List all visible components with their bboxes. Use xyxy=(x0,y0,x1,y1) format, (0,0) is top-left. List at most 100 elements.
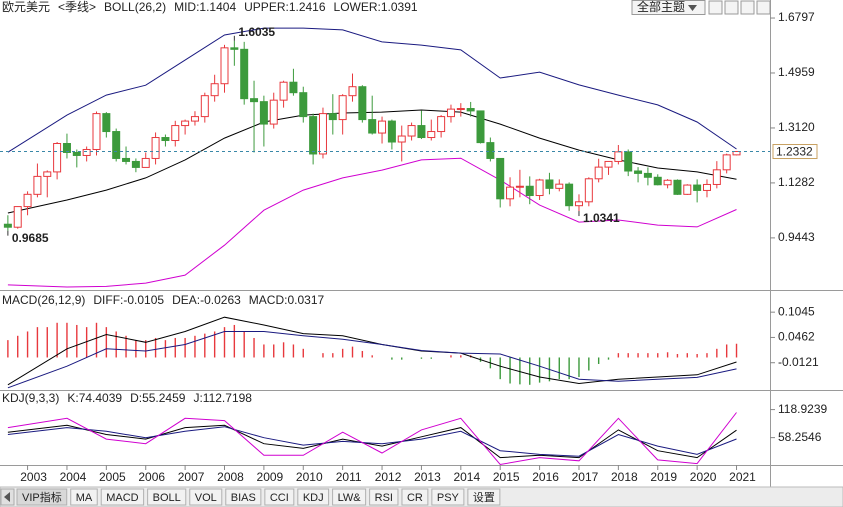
tab-label: VIP指标 xyxy=(22,490,62,504)
tab-label: CCI xyxy=(270,492,289,504)
tab[interactable]: PSY xyxy=(431,488,465,506)
y-tick-label: 118.9239 xyxy=(778,402,827,416)
tab-label: KDJ xyxy=(303,492,324,504)
candle-body xyxy=(72,151,81,156)
candle-body xyxy=(614,151,623,162)
candle-body xyxy=(122,157,131,162)
tab[interactable]: 设置 xyxy=(467,488,501,506)
legend-label: DEA:-0.0263 xyxy=(172,293,241,307)
legend-label: D:55.2459 xyxy=(130,391,186,405)
indicator-label: MACD(26,12,9) xyxy=(2,293,85,307)
legend-label: K:74.4039 xyxy=(67,391,122,405)
tab[interactable]: VIP指标 xyxy=(16,488,68,506)
x-tick-label: 2020 xyxy=(690,470,717,484)
candle-body xyxy=(456,108,465,111)
candle-body xyxy=(407,125,416,137)
indicator-label: BOLL(26,2) xyxy=(104,0,166,14)
candle-body xyxy=(141,157,150,168)
candle-body xyxy=(309,116,318,155)
last-price-label: 1.2332 xyxy=(776,145,813,159)
x-tick-label: 2012 xyxy=(375,470,402,484)
legend-label: UPPER:1.2416 xyxy=(244,0,326,14)
tab-button[interactable] xyxy=(332,488,367,506)
candle-body xyxy=(348,86,357,97)
candle-body xyxy=(289,81,298,94)
candle-body xyxy=(663,179,672,186)
dropdown-icon xyxy=(688,5,697,11)
indicator-line xyxy=(7,424,737,459)
tab[interactable]: CCI xyxy=(264,488,295,506)
candle-body xyxy=(210,83,219,97)
tab[interactable]: MACD xyxy=(100,488,145,506)
icon-button[interactable] xyxy=(708,0,723,15)
y-tick-label: 0.9443 xyxy=(778,230,815,244)
candle-body xyxy=(634,170,643,174)
tab-button[interactable] xyxy=(225,488,262,506)
candle-body xyxy=(299,92,308,118)
tab-label: LW& xyxy=(338,492,362,504)
y-tick-label: 1.3120 xyxy=(778,120,815,134)
tab-label: MA xyxy=(76,492,93,504)
tab-label: PSY xyxy=(437,492,460,504)
x-tick-label: 2015 xyxy=(493,470,520,484)
candle-body xyxy=(82,148,91,156)
candle-body xyxy=(397,135,406,143)
candle-body xyxy=(62,143,71,153)
candle-body xyxy=(702,183,711,191)
candle-body xyxy=(3,223,12,228)
x-tick-label: 2017 xyxy=(572,470,599,484)
candle-body xyxy=(13,206,22,228)
tab[interactable]: VOL xyxy=(189,488,223,506)
candle-body xyxy=(604,160,613,168)
window-icons xyxy=(708,0,771,15)
candle-body xyxy=(43,171,52,177)
icon-button[interactable] xyxy=(724,0,739,15)
candle-body xyxy=(722,154,731,171)
y-tick-label: -0.0121 xyxy=(778,355,819,369)
tab-button[interactable] xyxy=(70,488,98,506)
annotation-label: 1.6035 xyxy=(238,25,275,39)
x-tick-label: 2021 xyxy=(729,470,756,484)
last-price-tag xyxy=(772,144,818,160)
icon-button[interactable] xyxy=(756,0,771,15)
tab-scroll-left[interactable] xyxy=(0,488,15,506)
candle-body xyxy=(643,172,652,178)
tab[interactable]: BOLL xyxy=(147,488,187,506)
tab-label: BOLL xyxy=(153,492,181,504)
tab-button[interactable] xyxy=(147,488,187,506)
candle-body xyxy=(565,183,574,207)
candle-body xyxy=(387,120,396,143)
icon-button[interactable] xyxy=(740,0,755,15)
candle-body xyxy=(358,86,367,121)
indicator-line xyxy=(7,157,737,288)
candle-body xyxy=(318,113,327,155)
tab-label: BIAS xyxy=(231,492,256,504)
y-tick-label: 1.1282 xyxy=(778,175,815,189)
tab[interactable]: RSI xyxy=(369,488,399,506)
tab-button[interactable] xyxy=(369,488,399,506)
tab[interactable]: CR xyxy=(401,488,429,506)
y-tick-label: 1.6797 xyxy=(778,10,815,24)
tab-button[interactable] xyxy=(189,488,223,506)
tab[interactable]: BIAS xyxy=(225,488,262,506)
tab-button[interactable] xyxy=(100,488,145,506)
x-tick-label: 2019 xyxy=(650,470,677,484)
tab[interactable]: LW& xyxy=(332,488,367,506)
tab-button[interactable] xyxy=(297,488,330,506)
candle-body xyxy=(476,110,485,144)
button[interactable] xyxy=(631,0,706,15)
candle-body xyxy=(161,137,170,142)
tab-button[interactable] xyxy=(401,488,429,506)
tab-button[interactable] xyxy=(16,488,68,506)
tab-button[interactable] xyxy=(264,488,295,506)
legend-label: LOWER:1.0391 xyxy=(334,0,418,14)
theme-button[interactable]: 全部主题 xyxy=(631,0,706,15)
tab-button[interactable] xyxy=(467,488,501,506)
tab[interactable]: MA xyxy=(70,488,98,506)
x-tick-label: 2004 xyxy=(60,470,87,484)
tab[interactable]: KDJ xyxy=(297,488,330,506)
tab-button[interactable] xyxy=(431,488,465,506)
candle-body xyxy=(712,169,721,185)
